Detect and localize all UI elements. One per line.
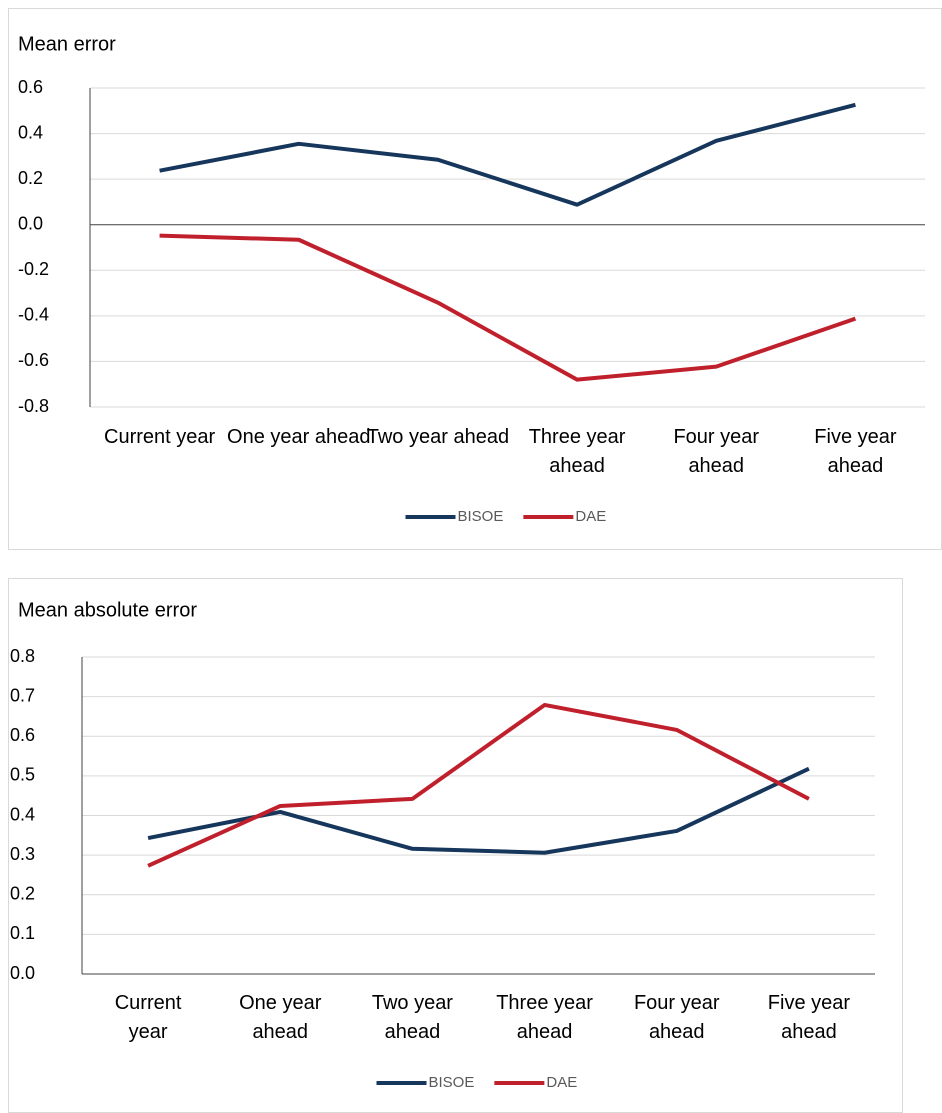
x-tick-label: Five year ahead [814,426,897,477]
y-tick-label: 0.0 [18,213,43,233]
y-tick-label: 0.5 [10,765,35,785]
y-tick-label: 0.2 [18,168,43,188]
x-tick-label: Four year ahead [634,992,720,1043]
chart-title: Mean error [18,33,116,55]
x-tick-label: Five year ahead [768,992,851,1043]
y-tick-label: 0.6 [10,725,35,745]
series-line [147,702,810,868]
x-tick-label: Three year ahead [529,426,626,477]
y-tick-label: -0.6 [18,350,49,370]
y-tick-label: 0.3 [10,844,35,864]
x-tick-label: Two year ahead [372,992,453,1043]
x-tick-label: Three year ahead [496,992,593,1043]
legend-label: BISOE [458,508,504,525]
series-line [147,766,810,855]
y-tick-label: 0.8 [10,646,35,666]
y-tick-label: 0.6 [18,77,43,97]
y-tick-label: 0.1 [10,923,35,943]
y-tick-label: -0.8 [18,396,49,416]
x-tick-label: One year ahead [227,426,370,448]
x-tick-label: Current year [104,426,215,448]
y-tick-label: 0.4 [10,804,35,824]
x-tick-label: Current year [115,992,182,1043]
x-tick-label: Two year ahead [367,426,509,448]
legend-label: DAE [546,1074,577,1091]
chart-frame [8,8,942,550]
legend-label: BISOE [429,1074,475,1091]
legend-label: DAE [575,508,606,525]
y-tick-label: 0.7 [10,685,35,705]
y-tick-label: -0.2 [18,259,49,279]
series-line [159,102,856,207]
x-tick-label: One year ahead [239,992,322,1043]
x-tick-label: Four year ahead [673,426,759,477]
y-tick-label: 0.2 [10,884,35,904]
y-tick-label: 0.4 [18,122,43,142]
chart-title: Mean absolute error [18,599,197,621]
y-tick-label: 0.0 [10,963,35,983]
series-line [159,233,857,382]
y-tick-label: -0.4 [18,305,49,325]
